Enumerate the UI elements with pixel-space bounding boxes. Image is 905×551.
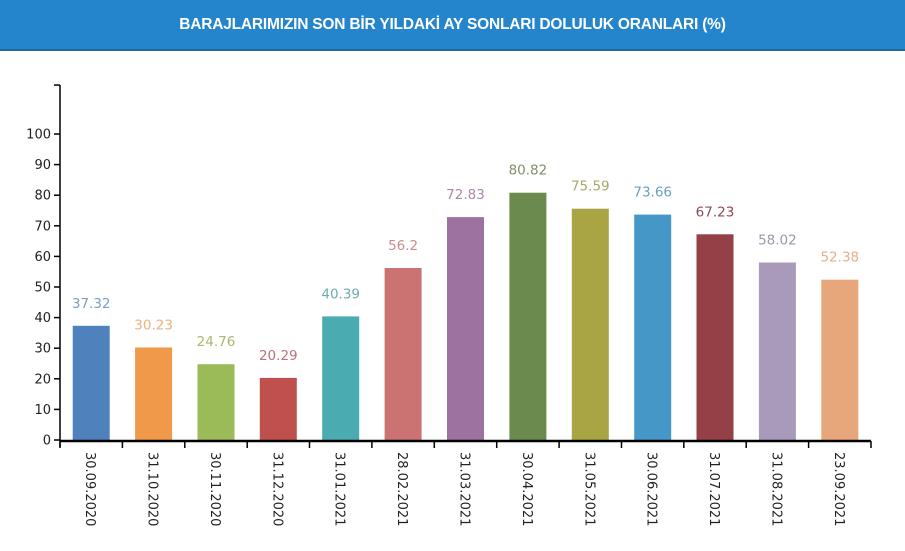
bars: 37.32 30.23 24.76 20.29 40.39 56.2 72.83 80.82 7… xyxy=(72,163,859,440)
x-tick-label: 31.05.2021 xyxy=(581,452,596,526)
y-tick-label: 90 xyxy=(34,158,51,173)
bar[interactable] xyxy=(322,316,360,440)
x-tick-label: 31.07.2021 xyxy=(706,452,721,526)
x-tick-label: 31.10.2020 xyxy=(145,452,160,526)
x-axis: 30.09.2020 31.10.2020 30.11.2020 31.12.2020… xyxy=(59,439,872,526)
y-tick-label: 80 xyxy=(34,189,51,204)
bar[interactable] xyxy=(821,279,859,440)
bar[interactable] xyxy=(696,234,734,440)
bar[interactable] xyxy=(634,214,672,440)
bar[interactable] xyxy=(509,192,547,440)
data-label: 67.23 xyxy=(696,204,735,220)
data-label: 20.29 xyxy=(259,348,298,364)
data-label: 58.02 xyxy=(758,233,797,249)
chart-title: BARAJLARIMIZIN SON BİR YILDAKİ AY SONLAR… xyxy=(179,15,726,33)
x-tick-label: 23.09.2021 xyxy=(831,452,846,526)
data-label: 56.2 xyxy=(388,238,418,254)
y-tick-label: 70 xyxy=(34,219,51,234)
bar[interactable] xyxy=(447,217,484,440)
data-label: 52.38 xyxy=(820,250,859,266)
data-label: 30.23 xyxy=(134,318,173,334)
bar[interactable] xyxy=(571,208,609,440)
x-tick-label: 28.02.2021 xyxy=(394,452,409,526)
data-label: 72.83 xyxy=(446,187,485,203)
data-label: 37.32 xyxy=(72,296,111,312)
bar[interactable] xyxy=(758,262,796,441)
data-label: 24.76 xyxy=(197,334,236,350)
x-tick-label: 30.09.2020 xyxy=(82,452,97,526)
bar[interactable] xyxy=(72,325,110,440)
x-tick-label: 31.03.2021 xyxy=(457,452,472,526)
y-tick-label: 50 xyxy=(34,281,51,296)
x-tick-label: 31.01.2021 xyxy=(332,452,347,526)
data-label: 75.59 xyxy=(571,179,610,195)
bar[interactable] xyxy=(135,347,173,441)
x-tick-label: 31.12.2020 xyxy=(269,452,284,526)
x-tick-label: 30.11.2020 xyxy=(207,452,222,526)
bar[interactable] xyxy=(384,268,422,440)
y-axis: 0 10 20 30 40 50 60 70 80 90 100 xyxy=(26,84,61,449)
data-label: 40.39 xyxy=(321,286,360,302)
bar[interactable] xyxy=(259,377,297,440)
x-tick-label: 30.06.2021 xyxy=(644,452,659,526)
bar[interactable] xyxy=(197,364,235,440)
data-label: 73.66 xyxy=(633,185,672,201)
data-label: 80.82 xyxy=(509,163,548,179)
x-tick-label: 30.04.2021 xyxy=(519,452,534,526)
y-tick-label: 60 xyxy=(34,250,51,265)
y-tick-label: 20 xyxy=(34,372,51,387)
y-tick-label: 10 xyxy=(34,403,51,418)
chart-header: BARAJLARIMIZIN SON BİR YILDAKİ AY SONLAR… xyxy=(0,0,905,51)
y-tick-label: 40 xyxy=(34,311,51,326)
x-tick-label: 31.08.2021 xyxy=(768,452,783,526)
y-tick-label: 30 xyxy=(34,342,51,357)
y-tick-label: 0 xyxy=(43,434,51,449)
y-tick-label: 100 xyxy=(26,128,51,143)
